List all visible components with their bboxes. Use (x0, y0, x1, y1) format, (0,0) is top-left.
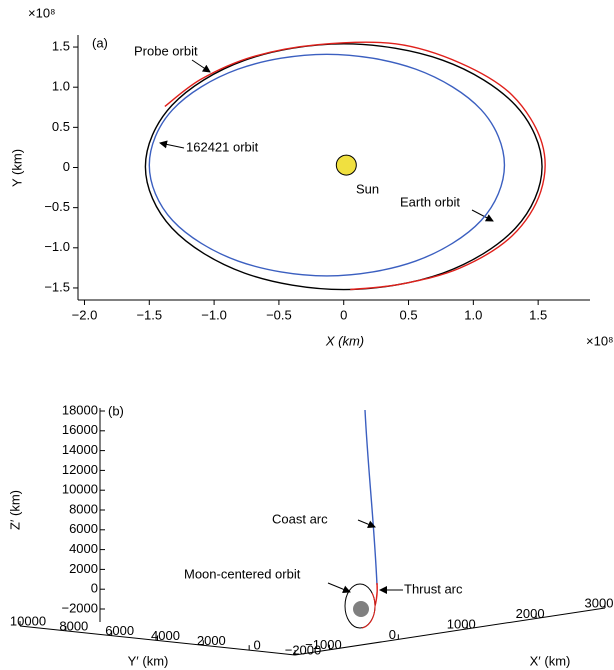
x-axis-label: X (km) (325, 333, 364, 348)
arrow (159, 140, 185, 149)
annotation: Coast arc (272, 511, 328, 526)
z-tick-label: 16000 (62, 422, 98, 437)
x-multiplier: ×10⁸ (586, 333, 614, 348)
arrow (357, 519, 376, 529)
x-tick-label: 1.5 (529, 307, 547, 322)
x-tick-label: 0 (389, 627, 396, 642)
z-axis-label: Z′ (km) (7, 490, 22, 530)
sun (335, 154, 357, 176)
x-tick-label: 3000 (585, 595, 614, 610)
orbit-line (148, 53, 506, 277)
y-tick-label: −1.0 (44, 239, 70, 254)
y-tick-label: 0.5 (52, 119, 70, 134)
y-tick-label: 1.0 (52, 79, 70, 94)
annotation: Probe orbit (134, 43, 198, 58)
x-axis (294, 607, 606, 656)
z-tick-label: 18000 (62, 402, 98, 417)
z-tick-label: 8000 (69, 501, 98, 516)
moon (353, 601, 369, 617)
thrust-arc (361, 592, 376, 629)
x-axis-label: X′ (km) (530, 653, 571, 668)
x-tick-label: 1000 (447, 616, 476, 631)
y-axis-label: Y′ (km) (128, 653, 169, 668)
y-tick-label: 6000 (105, 623, 134, 638)
y-multiplier: ×10⁸ (28, 5, 56, 20)
arrow (327, 582, 351, 594)
y-tick-label: 8000 (59, 618, 88, 633)
z-tick-label: 4000 (69, 541, 98, 556)
z-tick-label: 12000 (62, 462, 98, 477)
x-tick-label: 1.0 (464, 307, 482, 322)
x-tick-label: −1.5 (136, 307, 162, 322)
y-axis-label: Y (km) (9, 149, 24, 187)
y-tick-label: 0 (63, 159, 70, 174)
orbit-line (144, 43, 543, 291)
annotation: Earth orbit (400, 194, 460, 209)
z-tick-label: 0 (91, 581, 98, 596)
y-tick-label: 0 (254, 638, 261, 653)
panel-label: (b) (108, 403, 124, 418)
x-tick-label: 0 (340, 307, 347, 322)
annotation: Sun (356, 181, 379, 196)
annotation: Moon-centered orbit (184, 566, 301, 581)
annotation: Thrust arc (404, 581, 463, 596)
y-tick-label: 1.5 (52, 38, 70, 53)
orbit-line (164, 41, 546, 291)
z-tick-label: 2000 (69, 561, 98, 576)
x-tick-label: −2.0 (72, 307, 98, 322)
y-tick-label: 4000 (151, 628, 180, 643)
z-tick-label: 14000 (62, 442, 98, 457)
arrow (471, 209, 494, 222)
x-tick-label: −1000 (305, 637, 342, 652)
z-tick-label: 6000 (69, 521, 98, 536)
panel-label: (a) (92, 35, 108, 50)
y-tick-label: 10000 (10, 613, 46, 628)
x-tick-label: −0.5 (266, 307, 292, 322)
z-tick-label: 10000 (62, 482, 98, 497)
x-tick-label: −1.0 (201, 307, 227, 322)
y-tick-label: −1.5 (44, 279, 70, 294)
coast-arc (364, 409, 378, 586)
z-tick-label: −2000 (61, 600, 98, 615)
annotation: 162421 orbit (186, 139, 259, 154)
y-tick-label: 2000 (197, 633, 226, 648)
x-tick-label: 2000 (516, 606, 545, 621)
y-tick-label: −2000 (285, 642, 322, 657)
arrow (191, 59, 211, 73)
y-tick-label: −0.5 (44, 199, 70, 214)
x-tick-label: 0.5 (399, 307, 417, 322)
